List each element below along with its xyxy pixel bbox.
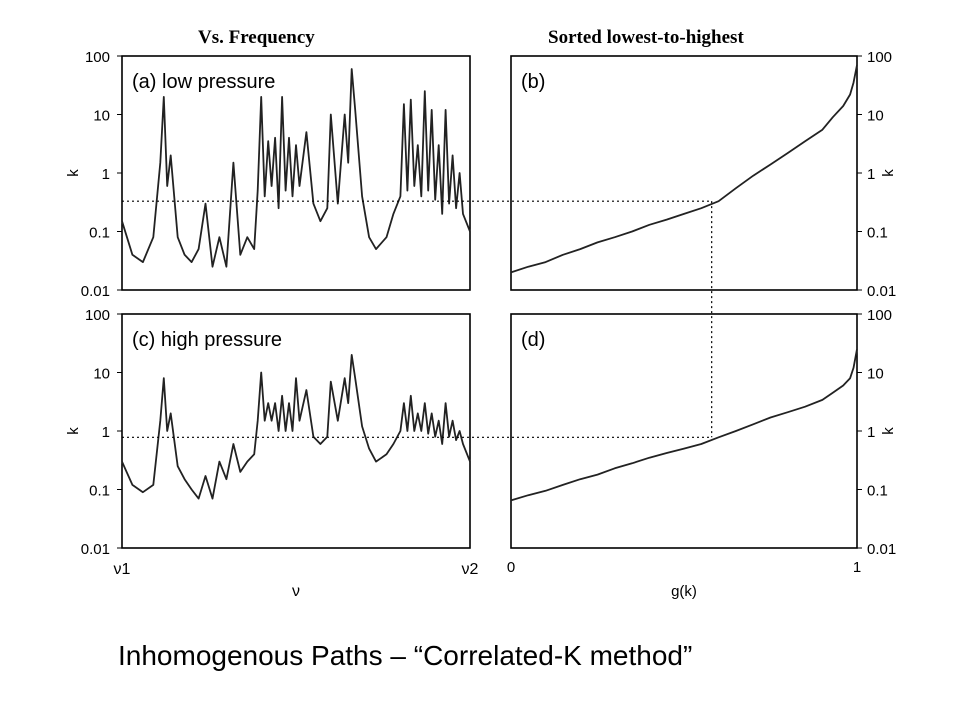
y-tick-label: 100 (867, 307, 892, 324)
data-line (510, 64, 858, 274)
panel-label: (b) (521, 71, 545, 93)
y-tick-label: 0.1 (89, 483, 110, 500)
x-tick-label-1: 1 (853, 559, 861, 576)
y-tick-label: 1 (102, 424, 110, 441)
y-axis-label: k (880, 169, 897, 177)
y-tick-label: 1 (867, 424, 875, 441)
panel-d (510, 313, 862, 549)
x-axis-label-gk: g(k) (671, 583, 697, 600)
y-tick-label: 0.01 (81, 283, 110, 300)
panel-label: (d) (521, 329, 545, 351)
right-column-title: Sorted lowest-to-highest (548, 27, 744, 48)
y-tick-label: 10 (93, 366, 110, 383)
x-tick-label-0: 0 (507, 559, 515, 576)
data-line (121, 354, 471, 500)
caption: Inhomogenous Paths – “Correlated-K metho… (118, 640, 693, 671)
y-tick-label: 0.01 (867, 283, 896, 300)
data-line (121, 68, 471, 268)
y-tick-label: 0.1 (89, 225, 110, 242)
panel-b (510, 55, 862, 291)
y-tick-label: 0.1 (867, 225, 888, 242)
x-tick-label-nu2: ν2 (462, 561, 479, 578)
x-axis-label-nu: ν (292, 583, 300, 600)
y-axis-label: k (65, 427, 82, 435)
panel-label: (c) high pressure (132, 329, 282, 351)
plot-frame (510, 313, 858, 549)
data-line (510, 349, 858, 502)
panel-a (117, 55, 471, 291)
y-tick-label: 0.01 (81, 541, 110, 558)
y-tick-label: 10 (93, 108, 110, 125)
panel-c (117, 313, 471, 549)
x-tick-label-nu1: ν1 (114, 561, 131, 578)
y-tick-label: 100 (867, 49, 892, 66)
y-tick-label: 100 (85, 49, 110, 66)
y-tick-label: 10 (867, 366, 884, 383)
y-tick-label: 1 (102, 166, 110, 183)
y-tick-label: 1 (867, 166, 875, 183)
panel-label: (a) low pressure (132, 71, 275, 93)
y-tick-label: 0.01 (867, 541, 896, 558)
y-tick-label: 10 (867, 108, 884, 125)
y-tick-label: 0.1 (867, 483, 888, 500)
left-column-title: Vs. Frequency (198, 27, 315, 48)
y-axis-label: k (880, 427, 897, 435)
y-tick-label: 100 (85, 307, 110, 324)
y-axis-label: k (65, 169, 82, 177)
